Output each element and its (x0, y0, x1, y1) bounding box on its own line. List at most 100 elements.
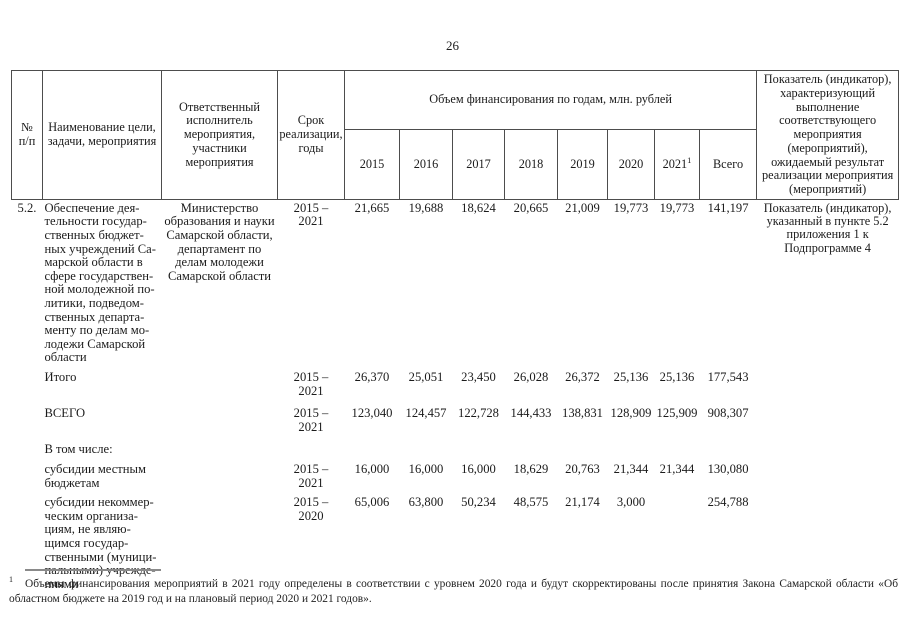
cell-value-total: 177,543 (707, 370, 749, 385)
cell-value-2020: 3,000 (616, 495, 646, 510)
table-row-nonprofit-subsidies: субсидии некоммер- ческим организа- циям… (12, 491, 899, 592)
cell-measure-name: ВСЕГО (44, 406, 86, 421)
footnote-text-block: 1 Объемы финансирования мероприятий в 202… (9, 575, 898, 606)
table-row-local-subsidies: субсидии местным бюджетам 2015 – 2021 16… (12, 458, 899, 491)
financing-table: № п/п Наименование цели, задачи, меропри… (11, 69, 900, 592)
cell-value-total: 254,788 (707, 495, 749, 510)
cell-value-2017: 122,728 (458, 406, 499, 421)
cell-value-2020: 19,773 (613, 200, 649, 215)
table-row-measure-5-2: 5.2. Обеспечение дея- тельности государ-… (12, 199, 899, 366)
cell-value-2016: 16,000 (408, 461, 444, 476)
cell-row-number (12, 399, 43, 435)
cell-executor (162, 399, 278, 435)
cell-value-2015: 26,370 (354, 370, 390, 385)
cell-value-2018: 48,575 (513, 495, 549, 510)
cell-value-2015: 16,000 (354, 461, 390, 476)
page-number: 26 (446, 38, 459, 53)
cell-value-2020: 21,344 (613, 461, 649, 476)
cell-indicator (757, 458, 899, 491)
cell-indicator (757, 435, 899, 458)
cell-row-number (12, 435, 43, 458)
cell-value-2019: 138,831 (562, 406, 603, 421)
cell-value-2019: 26,372 (565, 370, 600, 385)
cell-indicator (757, 399, 899, 435)
cell-value-2017: 18,624 (461, 200, 496, 215)
header-financing: Объем финансирования по годам, млн. рубл… (343, 69, 758, 131)
cell-value-2016: 19,688 (408, 200, 444, 215)
cell-value-total: 130,080 (707, 461, 749, 476)
cell-measure-name: Итого (44, 370, 77, 385)
cell-executor: Министерство образования и науки Самарск… (164, 200, 275, 283)
cell-measure-name: субсидии местным бюджетам (44, 461, 146, 490)
cell-value-2018: 26,028 (513, 370, 549, 385)
table-row-itogo: Итого 2015 – 2021 26,370 25,051 23,450 2… (12, 366, 899, 399)
cell-value-2017 (453, 435, 505, 458)
cell-term: 2015 – 2021 (293, 370, 329, 398)
year-header-2017: 2017 (452, 129, 505, 200)
year-header-2015: 2015 (344, 129, 400, 200)
cell-row-number (12, 366, 43, 399)
cell-term: 2015 – 2021 (293, 200, 329, 229)
cell-measure-name: Обеспечение дея- тельности государ- стве… (44, 200, 156, 365)
cell-value-2019: 20,763 (565, 461, 600, 476)
year-header-2021: 20211 (654, 129, 700, 200)
cell-value-2016 (400, 435, 453, 458)
cell-value-total: 141,197 (707, 200, 749, 215)
cell-value-total (700, 435, 757, 458)
year-header-2019: 2019 (557, 129, 608, 200)
cell-value-2017: 50,234 (461, 495, 496, 510)
table-row-vsego: ВСЕГО 2015 – 2021 123,040 124,457 122,72… (12, 399, 899, 435)
cell-term: 2015 – 2021 (293, 406, 329, 434)
cell-value-2015: 123,040 (351, 406, 393, 421)
cell-value-2021: 21,344 (659, 461, 695, 476)
cell-row-number (12, 458, 43, 491)
table-header: № п/п Наименование цели, задачи, меропри… (11, 69, 900, 200)
cell-value-2015: 65,006 (354, 495, 390, 510)
year-header-total: Всего (698, 129, 758, 200)
table-row-including: В том числе: (12, 435, 899, 458)
cell-measure-name: В том числе: (44, 442, 113, 457)
year-header-2020: 2020 (607, 129, 655, 200)
cell-row-number: 5.2. (17, 200, 37, 215)
cell-term: 2015 – 2020 (293, 495, 329, 523)
footnote-marker-superscript: 1 (687, 154, 692, 165)
table-body: 5.2. Обеспечение дея- тельности государ-… (12, 199, 899, 592)
cell-value-2018: 20,665 (513, 200, 549, 215)
footnote: 1 Объемы финансирования мероприятий в 202… (9, 569, 898, 606)
cell-value-2017: 23,450 (461, 370, 496, 385)
cell-value-2017: 16,000 (461, 461, 496, 476)
cell-value-2016: 63,800 (408, 495, 444, 510)
year-header-2021-label: 2021 (662, 156, 688, 171)
cell-value-2021: 25,136 (659, 370, 695, 385)
cell-value-2016: 124,457 (405, 406, 447, 421)
cell-value-2016: 25,051 (408, 370, 444, 385)
cell-value-2018: 18,629 (513, 461, 549, 476)
year-header-2016: 2016 (399, 129, 453, 200)
cell-value-2021: 125,909 (656, 406, 698, 421)
cell-value-2020 (608, 435, 655, 458)
cell-value-2018: 144,433 (510, 406, 552, 421)
cell-term: 2015 – 2021 (293, 461, 329, 490)
footnote-text: Объемы финансирования мероприятий в 2021… (9, 577, 898, 605)
header-indicator: Показатель (индикатор), характеризующий … (756, 70, 900, 200)
year-header-2018: 2018 (504, 129, 558, 200)
cell-value-2018 (505, 435, 558, 458)
cell-value-total: 908,307 (707, 406, 749, 421)
cell-executor (162, 458, 278, 491)
header-term: Срок реализации, годы (277, 70, 345, 200)
cell-value-2020: 25,136 (613, 370, 649, 385)
header-num: № п/п (11, 70, 43, 200)
header-name: Наименование цели, задачи, мероприятия (42, 70, 162, 200)
cell-term (278, 435, 345, 458)
footnote-marker: 1 (9, 575, 13, 584)
cell-value-2019: 21,009 (565, 200, 600, 215)
cell-value-2020: 128,909 (610, 406, 652, 421)
cell-executor (162, 435, 278, 458)
cell-executor (162, 366, 278, 399)
cell-value-2021: 19,773 (659, 200, 695, 215)
cell-value-2021 (655, 435, 700, 458)
cell-value-2019 (558, 435, 608, 458)
cell-measure-name: субсидии некоммер- ческим организа- циям… (44, 495, 157, 591)
cell-value-2015: 21,665 (354, 200, 390, 215)
